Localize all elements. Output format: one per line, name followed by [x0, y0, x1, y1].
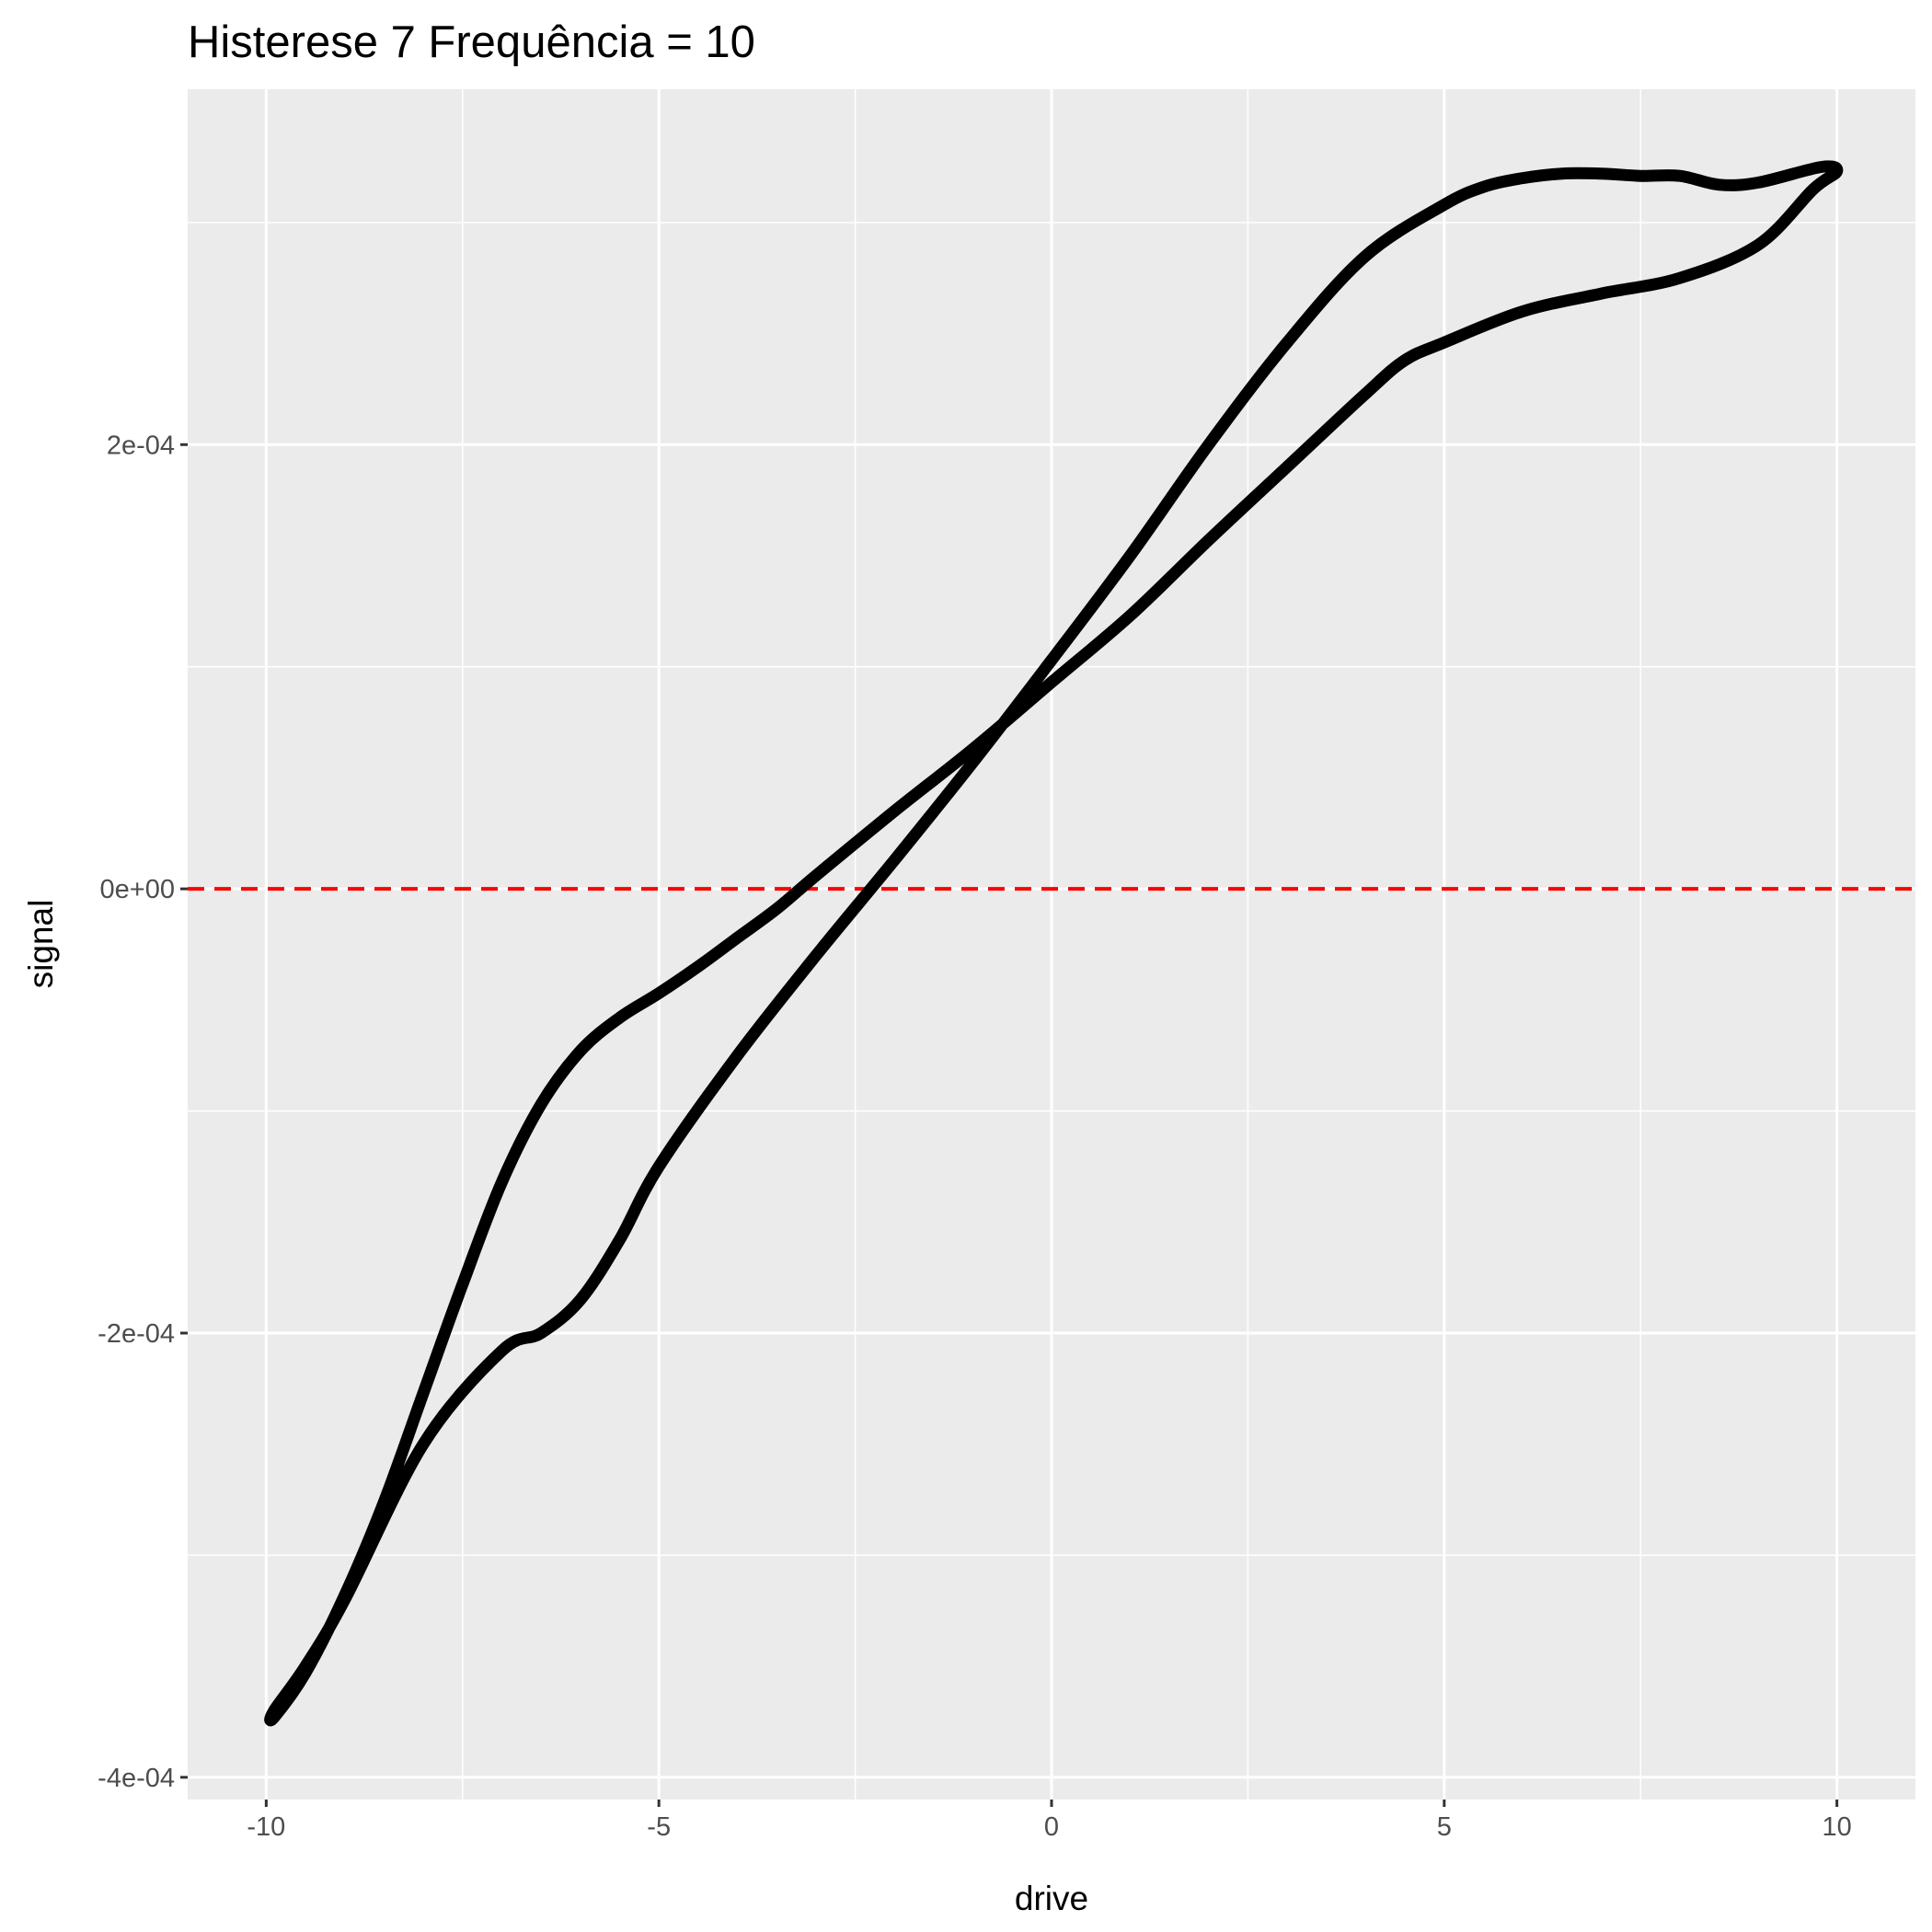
x-tick-label: 5	[1437, 1812, 1452, 1842]
x-axis-title: drive	[1015, 1880, 1088, 1917]
y-tick-label: -2e-04	[98, 1319, 175, 1349]
chart-title: Histerese 7 Frequência = 10	[188, 17, 755, 67]
x-tick-label: -10	[247, 1812, 285, 1842]
x-tick-label: 10	[1823, 1812, 1852, 1842]
y-axis-title: signal	[22, 900, 60, 989]
y-tick-label: 0e+00	[100, 875, 175, 904]
y-axis: -4e-04 -2e-04 0e+00 2e-04	[98, 431, 188, 1793]
series-line-0	[264, 160, 1844, 1727]
x-tick-label: 0	[1044, 1812, 1059, 1842]
y-tick-label: -4e-04	[98, 1764, 175, 1793]
x-axis: -10 -5 0 5 10	[247, 1800, 1852, 1842]
series-layer	[264, 160, 1844, 1727]
grid-major	[188, 89, 1915, 1800]
x-tick-label: -5	[647, 1812, 671, 1842]
y-tick-label: 2e-04	[107, 431, 175, 460]
